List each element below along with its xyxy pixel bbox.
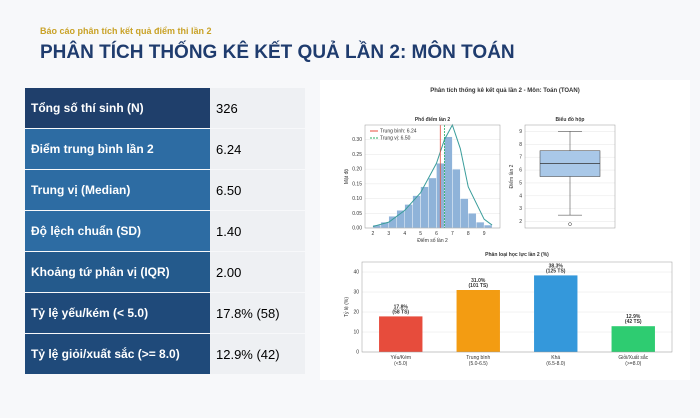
y-tick-label: 0.15 [352,181,362,187]
bar [534,275,578,352]
count-label: (58 TS) [392,309,409,315]
cell-label: Điểm trung bình lần 2 [25,129,210,169]
x-tick-label: 4 [403,231,406,237]
x-tick-label: Khá [551,355,560,361]
y-tick-label: 0.00 [352,226,362,232]
table-row: Trung vị (Median) 6.50 [25,170,305,210]
value-label: 38.3% [549,263,564,269]
chart-title: Phân loại học lực lần 2 (%) [485,252,549,258]
x-tick-label: 7 [451,231,454,237]
table-row: Độ lệch chuẩn (SD) 1.40 [25,211,305,251]
axes-frame [524,124,616,229]
y-tick-label: 3 [519,206,522,212]
legend-label: Trung vị: 6.50 [380,136,411,142]
legend-label: Trung bình: 6.24 [380,129,417,135]
x-tick-sublabel: (>=8.0) [625,361,641,367]
figure-title: Phân tích thống kê kết quả lần 2 - Môn: … [430,87,579,94]
y-tick-label: 8 [519,142,522,148]
table-row: Tỷ lệ giỏi/xuất sắc (>= 8.0) 12.9% (42) [25,334,305,374]
x-tick-sublabel: (6.5-8.0) [546,361,565,367]
figure: Phân tích thống kê kết quả lần 2 - Môn: … [320,80,690,380]
x-tick-label: 3 [387,231,390,237]
bar [611,326,655,352]
hist-bar [444,136,453,229]
cell-value: 12.9% (42) [210,334,305,374]
y-tick-label: 30 [353,290,359,296]
hist-bar [388,216,397,229]
cell-value: 1.40 [210,211,305,251]
x-tick-label: Yếu/Kém [390,355,411,361]
y-tick-label: 4 [519,193,522,199]
hist-bar [483,224,493,229]
hist-bar [428,177,437,229]
y-tick-label: 0.05 [352,211,362,217]
chart-title: Phổ điểm lần 2 [415,116,451,123]
y-tick-label: 5 [519,180,522,186]
hist-bar [404,204,413,229]
y-tick-label: 0 [356,350,359,356]
axes-frame [361,261,673,353]
x-tick-sublabel: (5.0-6.5) [469,361,488,367]
value-label: 31.0% [471,278,486,284]
hist-bar [475,221,485,229]
table-row: Khoảng tứ phân vị (IQR) 2.00 [25,252,305,292]
y-tick-label: 0.10 [352,196,362,202]
table-row: Điểm trung bình lần 2 6.24 [25,129,305,169]
bar [379,316,423,352]
y-tick-label: 0.20 [352,167,362,173]
x-tick-sublabel: (<5.0) [394,361,408,367]
x-tick-label: Giỏi/Xuất sắc [618,354,648,361]
y-tick-label: 6 [519,168,522,174]
axes-frame [364,124,501,229]
cell-label: Trung vị (Median) [25,170,210,210]
y-tick-label: 20 [353,310,359,316]
stats-table: Tổng số thí sinh (N) 326 Điểm trung bình l… [25,88,305,375]
y-tick-label: 0.25 [352,152,362,158]
x-tick-label: 2 [372,231,375,237]
y-tick-label: 10 [353,330,359,336]
x-tick-label: Trung bình [466,355,490,361]
cell-label: Tỷ lệ yếu/kém (< 5.0) [25,293,210,333]
value-label: 12.9% [626,314,641,320]
y-axis-label: Tỷ lệ (%) [343,297,350,317]
hist-bar [468,213,477,229]
hist-bar [452,168,461,229]
cell-value: 6.50 [210,170,305,210]
x-tick-label: 5 [419,231,422,237]
cell-value: 326 [210,88,305,128]
outlier [568,222,572,226]
y-tick-label: 9 [519,129,522,135]
y-tick-label: 40 [353,270,359,276]
chart-title: Biểu đồ hộp [556,116,585,123]
table-row: Tỷ lệ yếu/kém (< 5.0) 17.8% (58) [25,293,305,333]
y-tick-label: 2 [519,219,522,225]
cell-label: Khoảng tứ phân vị (IQR) [25,252,210,292]
x-tick-label: 8 [467,231,470,237]
count-label: (125 TS) [546,268,566,274]
count-label: (101 TS) [469,283,489,289]
cell-label: Độ lệch chuẩn (SD) [25,211,210,251]
y-tick-label: 0.30 [352,137,362,143]
kde-line [372,123,493,228]
table-row: Tổng số thí sinh (N) 326 [25,88,305,128]
cell-value: 6.24 [210,129,305,169]
cell-value: 2.00 [210,252,305,292]
x-tick-label: 6 [435,231,438,237]
cell-value: 17.8% (58) [210,293,305,333]
y-axis-label: Điểm lần 2 [508,164,515,188]
count-label: (42 TS) [625,319,642,325]
bar [456,290,500,352]
x-tick-label: 9 [483,231,486,237]
subtitle: Báo cáo phân tích kết quả điểm thi lần 2 [40,26,212,36]
value-label: 17.8% [394,304,409,310]
y-tick-label: 7 [519,155,522,161]
y-axis-label: Mật độ [344,169,350,185]
hist-bar [460,198,469,229]
hist-bar [420,186,429,229]
cell-label: Tỷ lệ giỏi/xuất sắc (>= 8.0) [25,334,210,374]
cell-label: Tổng số thí sinh (N) [25,88,210,128]
x-axis-label: Điểm số lần 2 [417,237,448,244]
title: PHÂN TÍCH THỐNG KÊ KẾT QUẢ LẦN 2: MÔN TO… [40,42,515,63]
